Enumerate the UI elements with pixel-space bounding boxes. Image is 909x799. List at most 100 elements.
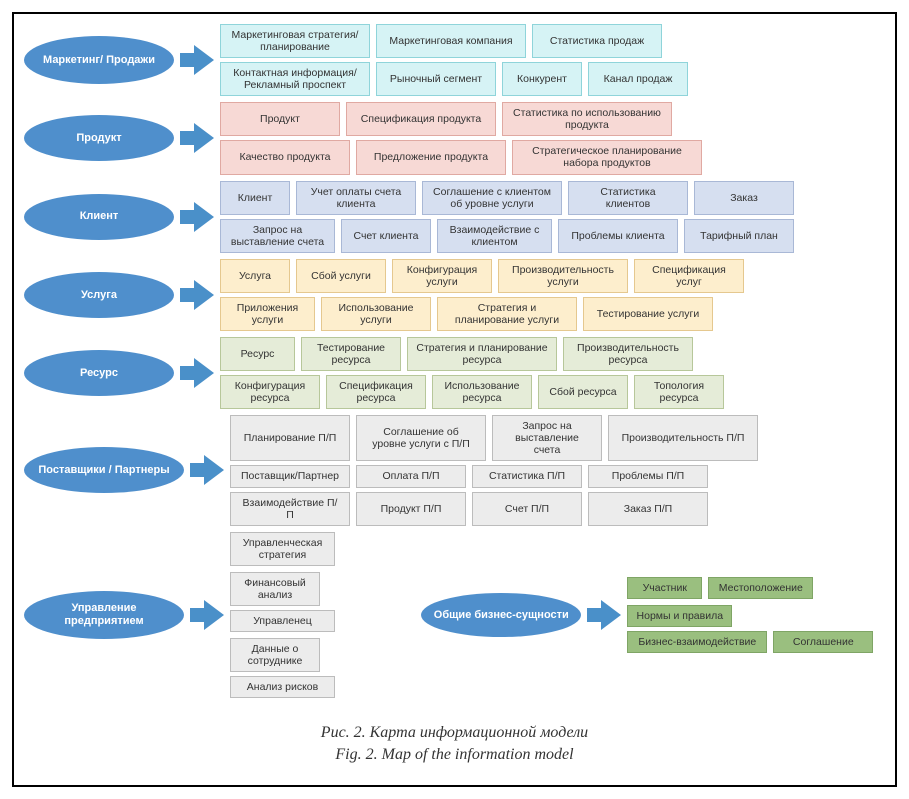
info-box: Взаимодействие с клиентом [437, 219, 552, 253]
info-box: Предложение продукта [356, 140, 506, 174]
info-box: Рыночный сегмент [376, 62, 496, 96]
box-line: Поставщик/ПартнерОплата П/ПСтатистика П/… [230, 465, 885, 487]
info-box: Стратегия и планирование ресурса [407, 337, 557, 371]
category-ellipse: Поставщики / Партнеры [24, 447, 184, 493]
box-line: КлиентУчет оплаты счета клиентаСоглашени… [220, 181, 885, 215]
category-row: РесурсРесурсТестирование ресурсаСтратеги… [24, 337, 885, 409]
box-group: Маркетинговая стратегия/ планированиеМар… [220, 24, 885, 96]
info-box: Тестирование услуги [583, 297, 713, 331]
info-box: Продукт П/П [356, 492, 466, 526]
info-box: Участник [627, 577, 702, 599]
caption-ru: Рис. 2. Карта информационной модели [24, 722, 885, 744]
info-box: Проблемы клиента [558, 219, 678, 253]
info-box: Использование ресурса [432, 375, 532, 409]
category-row: УслугаУслугаСбой услугиКонфигурация услу… [24, 259, 885, 331]
arrow-icon [587, 598, 621, 632]
info-box: Услуга [220, 259, 290, 293]
info-box: Качество продукта [220, 140, 350, 174]
info-box: Сбой ресурса [538, 375, 628, 409]
arrow-icon [180, 43, 214, 77]
info-box: Проблемы П/П [588, 465, 708, 487]
info-box: Счет П/П [472, 492, 582, 526]
info-box: Маркетинговая компания [376, 24, 526, 58]
box-group: КлиентУчет оплаты счета клиентаСоглашени… [220, 181, 885, 253]
category-ellipse: Общие бизнес-сущности [421, 593, 581, 637]
box-line: РесурсТестирование ресурсаСтратегия и пл… [220, 337, 885, 371]
info-box: Взаимодействие П/П [230, 492, 350, 526]
info-box: Заказ [694, 181, 794, 215]
category-row: Поставщики / Партнеры Планирование П/ПСог… [24, 415, 885, 525]
info-box: Статистика продаж [532, 24, 662, 58]
category-ellipse: Продукт [24, 115, 174, 161]
info-box: Спецификация услуг [634, 259, 744, 293]
figure-caption: Рис. 2. Карта информационной модели Fig.… [24, 722, 885, 765]
info-box: Продукт [220, 102, 340, 136]
arrow-icon [180, 356, 214, 390]
info-box: Канал продаж [588, 62, 688, 96]
arrow-icon [190, 598, 224, 632]
box-line: Конфигурация ресурсаСпецификация ресурса… [220, 375, 885, 409]
info-box: Местоположение [708, 577, 813, 599]
info-box: Соглашение [773, 631, 873, 653]
arrow-icon [180, 121, 214, 155]
box-line: Планирование П/ПСоглашение об уровне усл… [230, 415, 885, 461]
info-box: Тарифный план [684, 219, 794, 253]
info-box: Статистика клиентов [568, 181, 688, 215]
box-line: ПродуктСпецификация продуктаСтатистика п… [220, 102, 885, 136]
info-box: Финансовый анализ [230, 572, 320, 606]
arrow-icon [180, 200, 214, 234]
info-box: Запрос на выставление счета [220, 219, 335, 253]
box-line: Запрос на выставление счетаСчет клиентаВ… [220, 219, 885, 253]
info-box: Маркетинговая стратегия/ планирование [220, 24, 370, 58]
category-ellipse: Маркетинг/ Продажи [24, 36, 174, 84]
info-box: Сбой услуги [296, 259, 386, 293]
box-line: Маркетинговая стратегия/ планированиеМар… [220, 24, 885, 58]
box-group: ПродуктСпецификация продуктаСтатистика п… [220, 102, 885, 174]
info-box: Спецификация ресурса [326, 375, 426, 409]
info-box: Топология ресурса [634, 375, 724, 409]
rows-container: Маркетинг/ Продажи Маркетинговая стратеги… [24, 24, 885, 698]
category-ellipse: Услуга [24, 272, 174, 318]
info-box: Управленец [230, 610, 335, 632]
box-group: Планирование П/ПСоглашение об уровне усл… [230, 415, 885, 525]
info-box: Заказ П/П [588, 492, 708, 526]
info-box: Конкурент [502, 62, 582, 96]
info-box: Стратегическое планирование набора проду… [512, 140, 702, 174]
box-line: Участник Местоположение Нормы и правила [627, 577, 885, 627]
info-box: Оплата П/П [356, 465, 466, 487]
info-box: Данные о сотруднике [230, 638, 320, 672]
info-box: Статистика по использованию продукта [502, 102, 672, 136]
info-box: Счет клиента [341, 219, 431, 253]
diagram-frame: Маркетинг/ Продажи Маркетинговая стратеги… [12, 12, 897, 787]
info-box: Нормы и правила [627, 605, 732, 627]
info-box: Учет оплаты счета клиента [296, 181, 416, 215]
info-box: Соглашение об уровне услуги с П/П [356, 415, 486, 461]
category-row: КлиентКлиентУчет оплаты счета клиентаСог… [24, 181, 885, 253]
category-ellipse: Клиент [24, 194, 174, 240]
box-line: Контактная информация/ Рекламный проспек… [220, 62, 885, 96]
info-box: Тестирование ресурса [301, 337, 401, 371]
arrow-icon [180, 278, 214, 312]
info-box: Клиент [220, 181, 290, 215]
info-box: Анализ рисков [230, 676, 335, 698]
info-box: Управленческая стратегия [230, 532, 335, 566]
category-row: Маркетинг/ Продажи Маркетинговая стратеги… [24, 24, 885, 96]
box-line: Анализ рисков [230, 676, 415, 698]
info-box: Производительность услуги [498, 259, 628, 293]
caption-en: Fig. 2. Map of the information model [24, 744, 885, 766]
box-line: Качество продуктаПредложение продуктаСтр… [220, 140, 885, 174]
info-box: Поставщик/Партнер [230, 465, 350, 487]
category-ellipse: Управление предприятием [24, 591, 184, 639]
box-group: УслугаСбой услугиКонфигурация услугиПрои… [220, 259, 885, 331]
category-row: Управление предприятием Управленческая ст… [24, 532, 885, 699]
sub-category: Общие бизнес-сущности Участник Местоположе… [421, 577, 885, 653]
info-box: Планирование П/П [230, 415, 350, 461]
category-row: ПродуктПродуктСпецификация продуктаСтати… [24, 102, 885, 174]
info-box: Приложения услуги [220, 297, 315, 331]
info-box: Ресурс [220, 337, 295, 371]
info-box: Запрос на выставление счета [492, 415, 602, 461]
info-box: Конфигурация услуги [392, 259, 492, 293]
box-line: Приложения услугиИспользование услугиСтр… [220, 297, 885, 331]
info-box: Производительность П/П [608, 415, 758, 461]
box-group: УчастникМестоположениеНормы и правилаБиз… [627, 577, 885, 653]
